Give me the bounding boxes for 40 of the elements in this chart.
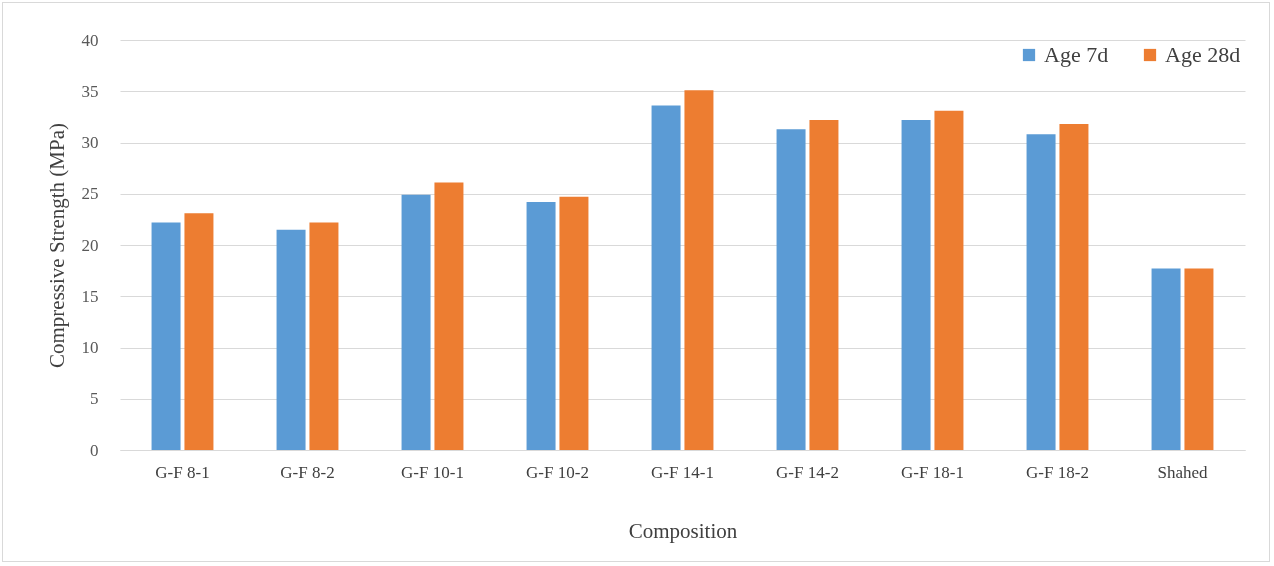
bar <box>434 182 464 450</box>
y-tick-label: 20 <box>81 235 99 255</box>
bar <box>809 119 839 450</box>
bar <box>901 119 931 450</box>
bar <box>1059 124 1089 450</box>
bar <box>934 110 964 450</box>
bar <box>776 129 806 450</box>
y-tick-label: 15 <box>81 286 99 306</box>
y-axis-title: Compressive Strength (MPa) <box>44 123 69 368</box>
x-tick-label: G-F 10-2 <box>526 462 589 482</box>
x-tick-label: G-F 14-1 <box>651 462 714 482</box>
x-tick-label: G-F 10-1 <box>401 462 464 482</box>
bar <box>651 105 681 450</box>
bar <box>184 213 214 450</box>
y-tick-label: 30 <box>81 133 99 152</box>
x-axis-title: Composition <box>628 518 738 543</box>
bar <box>526 201 556 450</box>
bar <box>1184 268 1214 450</box>
x-tick-label: G-F 14-2 <box>776 462 839 482</box>
y-tick-label: 25 <box>81 184 99 204</box>
bar <box>559 196 589 450</box>
bar <box>1151 268 1181 450</box>
y-tick-label: 40 <box>81 30 99 50</box>
bar <box>151 222 181 450</box>
y-tick-label: 5 <box>90 389 99 409</box>
y-tick-label: 0 <box>90 440 99 460</box>
y-tick-label: 10 <box>81 338 99 357</box>
x-tick-label: Shahed <box>1157 462 1209 482</box>
bar <box>684 90 714 450</box>
bar <box>401 194 431 450</box>
bar <box>309 222 339 450</box>
legend-label: Age 28d <box>1165 42 1241 67</box>
bar <box>276 229 306 450</box>
bar <box>1026 134 1056 450</box>
x-tick-label: G-F 18-2 <box>1026 462 1089 482</box>
x-tick-label: G-F 8-1 <box>155 462 210 482</box>
y-tick-label: 35 <box>81 81 99 101</box>
x-tick-label: G-F 8-2 <box>280 462 335 482</box>
legend-label: Age 7d <box>1044 42 1109 67</box>
x-tick-label: G-F 18-1 <box>901 462 964 482</box>
